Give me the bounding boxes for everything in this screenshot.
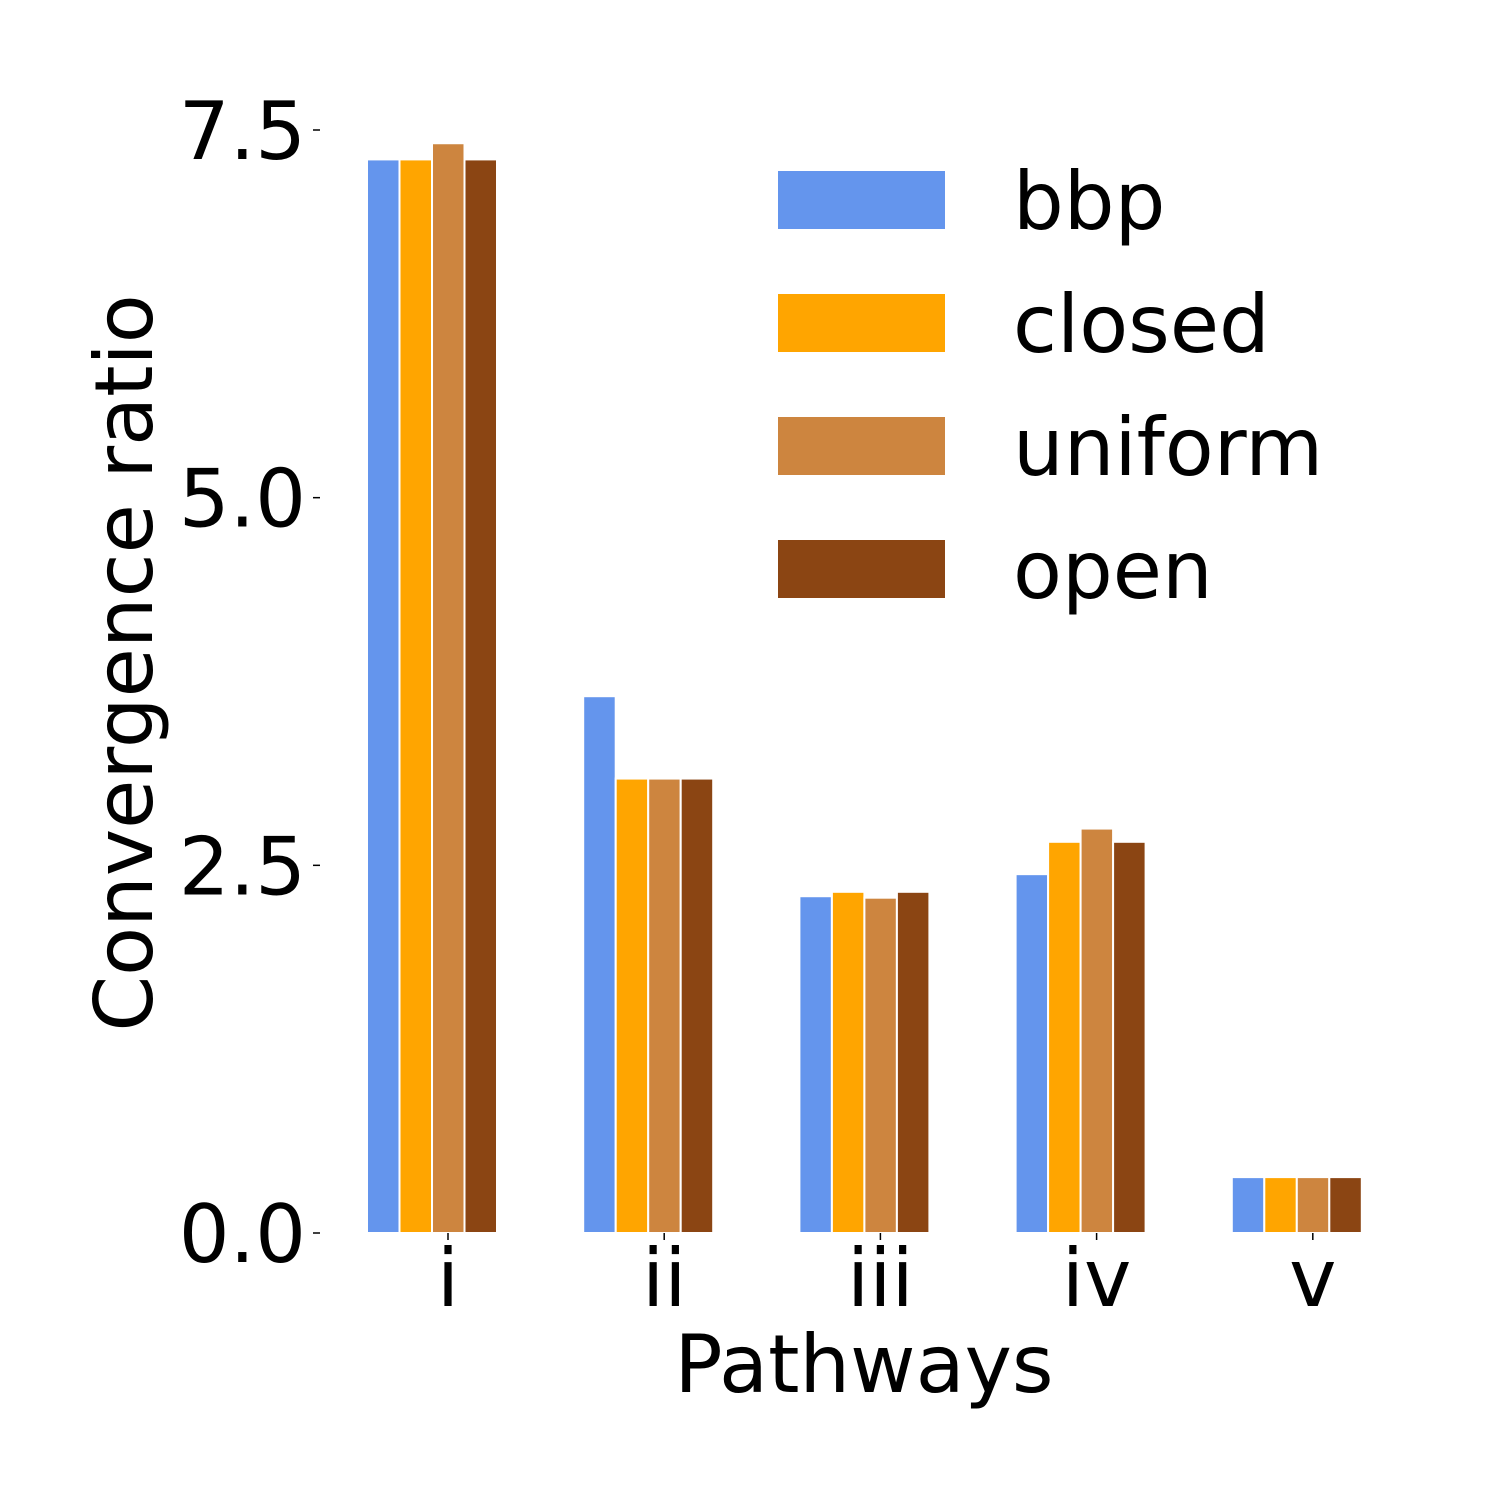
bar-open-ii <box>679 777 715 1235</box>
x-axis-label: Pathways <box>674 1318 1053 1411</box>
bar-uniform-iv <box>1079 827 1115 1234</box>
bar-uniform-i <box>431 142 466 1235</box>
bar-closed-ii <box>614 777 650 1235</box>
bar-uniform-v <box>1295 1176 1331 1234</box>
x-tick-label-iv: iv <box>1062 1232 1132 1325</box>
legend-swatch-closed <box>778 294 945 352</box>
legend-label-open: open <box>1013 524 1213 617</box>
bar-bbp-v <box>1230 1176 1266 1234</box>
x-tick-label-i: i <box>437 1232 459 1325</box>
legend-swatch-bbp <box>778 171 945 229</box>
x-axis: i ii iii iv v <box>437 1232 1337 1325</box>
bar-closed-i <box>398 158 433 1234</box>
legend-label-bbp: bbp <box>1013 155 1165 248</box>
y-axis-label: Convergence ratio <box>78 294 171 1031</box>
legend: bbp closed uniform open <box>778 155 1323 617</box>
bar-open-i <box>463 158 498 1234</box>
bar-bbp-iii <box>798 895 833 1234</box>
x-tick-label-v: v <box>1289 1232 1336 1325</box>
bar-uniform-ii <box>647 777 682 1235</box>
bar-closed-iv <box>1047 840 1082 1234</box>
legend-swatch-uniform <box>778 417 945 475</box>
legend-label-closed: closed <box>1013 278 1270 371</box>
legend-label-uniform: uniform <box>1013 401 1323 494</box>
bar-open-v <box>1328 1176 1363 1234</box>
bar-bbp-i <box>366 158 401 1234</box>
y-tick-label: 0.0 <box>179 1188 306 1281</box>
x-tick-label-ii: ii <box>642 1232 686 1325</box>
bar-uniform-iii <box>863 896 898 1234</box>
bar-bbp-iv <box>1014 873 1050 1234</box>
y-tick-label: 7.5 <box>179 85 306 178</box>
bar-closed-iii <box>830 890 866 1235</box>
bar-bbp-ii <box>582 695 617 1234</box>
y-tick-label: 5.0 <box>179 453 306 546</box>
bar-closed-v <box>1263 1176 1298 1234</box>
x-tick-label-iii: iii <box>847 1232 914 1325</box>
bar-open-iv <box>1112 840 1147 1234</box>
bars-group <box>366 142 1363 1235</box>
legend-swatch-open <box>778 540 945 598</box>
y-tick-label: 2.5 <box>179 820 306 913</box>
y-axis: 0.0 2.5 5.0 7.5 <box>179 85 320 1281</box>
bar-open-iii <box>895 890 931 1235</box>
